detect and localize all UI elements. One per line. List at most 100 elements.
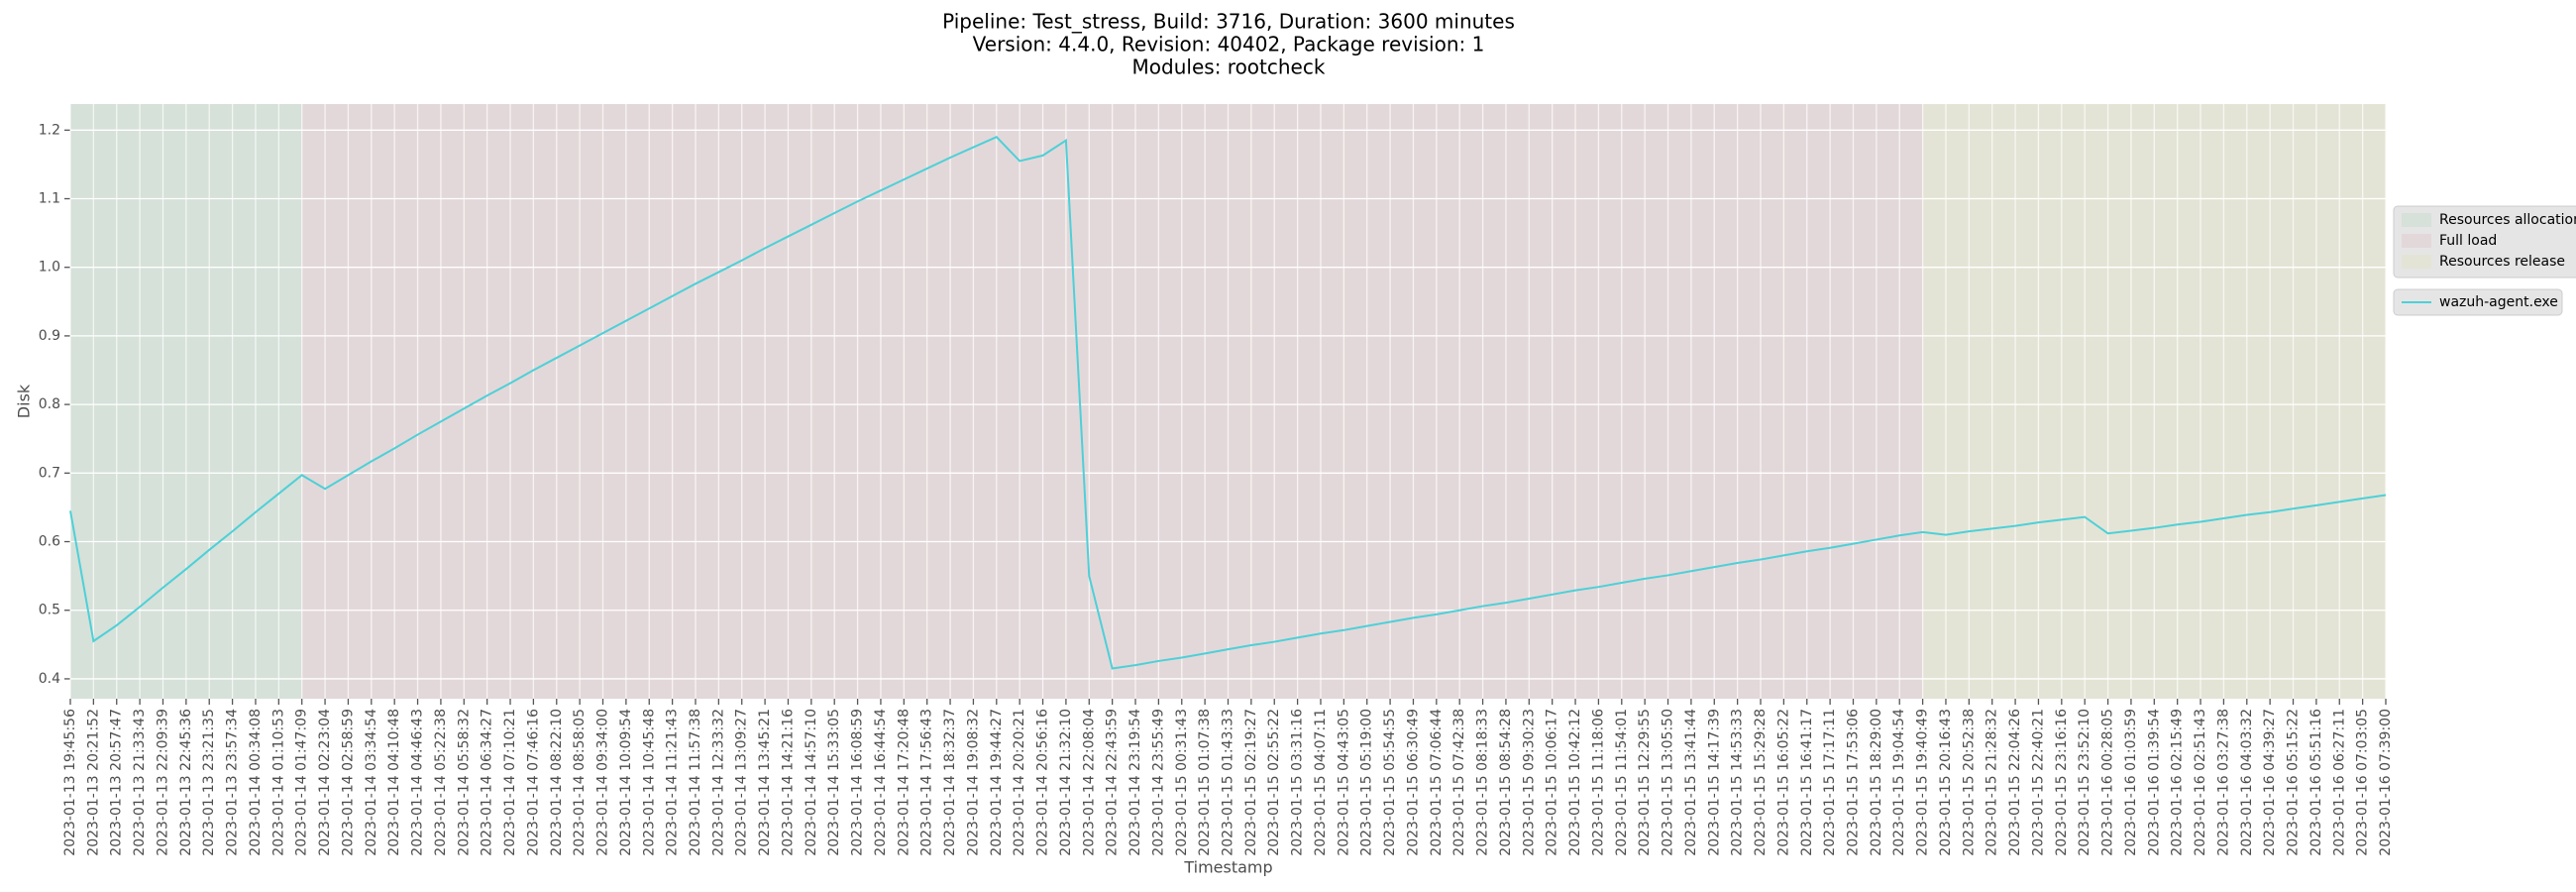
- x-tick-label: 2023-01-14 02:58:59: [340, 709, 356, 856]
- x-tick-label: 2023-01-14 09:34:00: [595, 709, 611, 856]
- plot-area: 0.4 0.5 0.6 0.7 0.8 0.9 1.0 1.1 1.2 2023-01-13 19…: [39, 104, 2394, 856]
- y-tick-label: 1.1: [39, 191, 60, 207]
- x-tick-label: 2023-01-14 11:57:38: [688, 709, 703, 856]
- x-tick-label: 2023-01-15 16:41:17: [1799, 709, 1815, 856]
- x-tick-label: 2023-01-16 04:39:27: [2262, 709, 2278, 856]
- x-tick-label: 2023-01-14 10:09:54: [618, 709, 634, 856]
- x-tick-label: 2023-01-14 03:34:54: [364, 709, 379, 856]
- x-tick-label: 2023-01-16 01:39:54: [2146, 709, 2162, 856]
- x-tick-label: 2023-01-15 15:29:28: [1753, 709, 1769, 856]
- x-axis-label: Timestamp: [1183, 858, 1272, 877]
- x-tick-label: 2023-01-14 01:47:09: [294, 709, 310, 856]
- legend: Resources allocation Full load Resources r…: [2393, 205, 2576, 316]
- chart-title: Modules: rootcheck: [1132, 56, 1326, 79]
- x-tick-label: 2023-01-14 20:20:21: [1012, 709, 1027, 856]
- x-tick-label: 2023-01-15 22:04:26: [2007, 709, 2023, 856]
- x-tick-label: 2023-01-13 23:57:34: [225, 709, 241, 856]
- x-tick-label: 2023-01-13 21:33:43: [132, 709, 148, 856]
- x-tick-label: 2023-01-15 05:54:55: [1382, 709, 1398, 856]
- y-tick-label: 0.8: [39, 396, 60, 412]
- x-tick-label: 2023-01-14 08:22:10: [549, 709, 565, 856]
- x-tick-label: 2023-01-13 22:09:39: [155, 709, 170, 856]
- x-tick-label: 2023-01-16 07:03:05: [2355, 709, 2371, 856]
- x-tick-label: 2023-01-15 08:18:33: [1475, 709, 1491, 856]
- x-tick-label: 2023-01-14 15:33:05: [826, 709, 842, 856]
- x-tick-label: 2023-01-16 05:51:16: [2308, 709, 2324, 856]
- x-tick-label: 2023-01-15 17:17:11: [1822, 709, 1838, 856]
- y-tick-label: 1.2: [39, 122, 60, 138]
- legend-box: [2393, 288, 2563, 316]
- x-tick-label: 2023-01-13 20:21:52: [85, 709, 101, 856]
- y-tick-label: 1.0: [39, 260, 60, 276]
- y-tick-label: 0.9: [39, 328, 60, 344]
- x-tick-label: 2023-01-14 06:34:27: [480, 709, 495, 856]
- x-tick-label: 2023-01-15 20:16:43: [1938, 709, 1954, 856]
- x-tick-label: 2023-01-15 04:43:05: [1336, 709, 1351, 856]
- x-tick-label: 2023-01-14 12:33:32: [710, 709, 726, 856]
- legend-swatch: [2402, 213, 2431, 227]
- x-tick-label: 2023-01-15 00:31:43: [1174, 709, 1190, 856]
- x-tick-label: 2023-01-15 10:06:17: [1545, 709, 1560, 856]
- x-tick-label: 2023-01-15 16:05:22: [1775, 709, 1791, 856]
- x-tick-label: 2023-01-15 23:52:10: [2077, 709, 2093, 856]
- x-tick-label: 2023-01-14 08:58:05: [572, 709, 588, 856]
- x-tick-label: 2023-01-15 01:07:38: [1197, 709, 1213, 856]
- x-tick-label: 2023-01-15 07:06:44: [1429, 709, 1445, 856]
- x-tick-label: 2023-01-15 20:52:38: [1961, 709, 1977, 856]
- y-tick-label: 0.7: [39, 465, 60, 481]
- x-tick-label: 2023-01-13 19:45:56: [62, 709, 78, 856]
- x-tick-label: 2023-01-15 06:30:49: [1405, 709, 1421, 856]
- x-tick-label: 2023-01-16 01:03:59: [2123, 709, 2139, 856]
- x-tick-label: 2023-01-15 13:41:44: [1683, 709, 1699, 856]
- x-tick-label: 2023-01-14 07:10:21: [502, 709, 518, 856]
- y-axis-label: Disk: [15, 384, 34, 418]
- x-tick-label: 2023-01-14 11:21:43: [665, 709, 681, 856]
- x-tick-label: 2023-01-14 01:10:53: [270, 709, 286, 856]
- x-tick-label: 2023-01-14 00:34:08: [248, 709, 264, 856]
- y-tick-label: 0.4: [39, 671, 60, 687]
- x-tick-label: 2023-01-14 16:44:54: [873, 709, 889, 856]
- x-tick-label: 2023-01-13 20:57:47: [109, 709, 125, 856]
- x-tick-label: 2023-01-15 14:17:39: [1706, 709, 1722, 856]
- x-tick-label: 2023-01-15 11:54:01: [1614, 709, 1630, 856]
- x-tick-label: 2023-01-15 08:54:28: [1498, 709, 1514, 856]
- x-tick-label: 2023-01-15 22:40:21: [2030, 709, 2046, 856]
- x-tick-label: 2023-01-16 04:03:32: [2239, 709, 2255, 856]
- x-tick-label: 2023-01-15 01:43:33: [1221, 709, 1236, 856]
- x-tick-label: 2023-01-15 04:07:11: [1313, 709, 1329, 856]
- x-tick-label: 2023-01-14 23:55:49: [1150, 709, 1166, 856]
- x-tick-label: 2023-01-14 13:45:21: [757, 709, 773, 856]
- x-tick-label: 2023-01-14 19:44:27: [989, 709, 1005, 856]
- x-tick-label: 2023-01-14 17:20:48: [896, 709, 912, 856]
- x-tick-label: 2023-01-15 19:40:49: [1915, 709, 1931, 856]
- x-tick-label: 2023-01-15 12:29:55: [1637, 709, 1653, 856]
- legend-swatch: [2402, 234, 2431, 248]
- x-tick-label: 2023-01-16 05:15:22: [2286, 709, 2302, 856]
- x-tick-label: 2023-01-15 09:30:23: [1521, 709, 1537, 856]
- x-tick-label: 2023-01-15 07:42:38: [1451, 709, 1467, 856]
- x-tick-label: 2023-01-16 02:51:43: [2193, 709, 2208, 856]
- x-tick-label: 2023-01-15 18:29:00: [1869, 709, 1884, 856]
- x-tick-label: 2023-01-14 23:19:54: [1127, 709, 1143, 856]
- legend-label: Resources allocation: [2439, 212, 2576, 228]
- x-tick-label: 2023-01-14 18:32:37: [942, 709, 958, 856]
- x-tick-label: 2023-01-14 05:22:38: [433, 709, 449, 856]
- legend-label: wazuh-agent.exe: [2439, 294, 2558, 310]
- x-tick-label: 2023-01-14 05:58:32: [456, 709, 472, 856]
- x-tick-label: 2023-01-15 14:53:33: [1730, 709, 1746, 856]
- x-tick-label: 2023-01-14 04:10:48: [386, 709, 402, 856]
- x-tick-label: 2023-01-16 02:15:49: [2170, 709, 2186, 856]
- x-tick-label: 2023-01-16 06:27:11: [2331, 709, 2347, 856]
- x-tick-label: 2023-01-15 02:55:22: [1266, 709, 1282, 856]
- x-tick-label: 2023-01-14 02:23:04: [317, 709, 333, 856]
- x-tick-label: 2023-01-13 23:21:35: [201, 709, 217, 856]
- x-tick-label: 2023-01-15 10:42:12: [1567, 709, 1583, 856]
- x-tick-label: 2023-01-14 19:08:32: [965, 709, 981, 856]
- legend-label: Full load: [2439, 233, 2497, 249]
- x-tick-label: 2023-01-15 11:18:06: [1590, 709, 1606, 856]
- x-tick-label: 2023-01-15 13:05:50: [1661, 709, 1676, 856]
- x-tick-label: 2023-01-14 16:08:59: [850, 709, 866, 856]
- x-tick-label: 2023-01-15 02:19:27: [1243, 709, 1259, 856]
